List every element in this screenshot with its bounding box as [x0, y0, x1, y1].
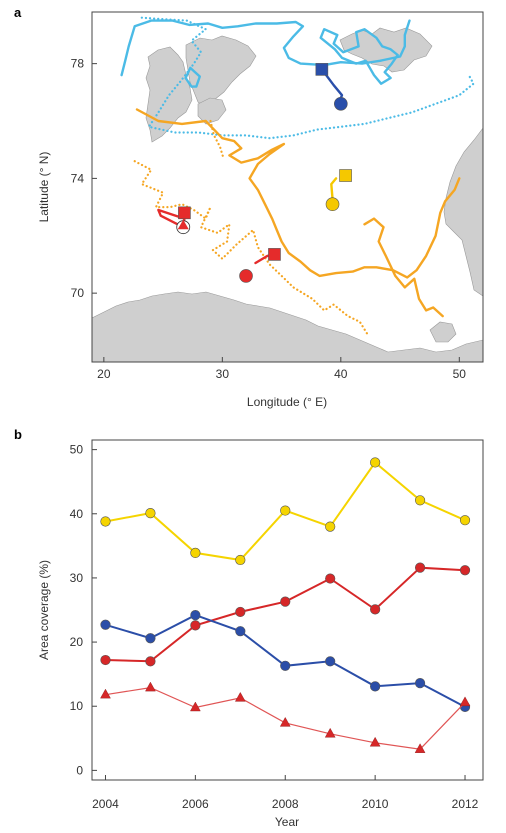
series-1-point-6: [370, 604, 381, 615]
line-axes: 2004 2006 2008 2010 2012 0 10 20 30 40 50: [70, 443, 479, 811]
series-1-point-0: [100, 654, 111, 666]
map-marker-circle-8: [239, 269, 253, 283]
series-3-point-6: [369, 736, 381, 747]
line-y-tick-label: 40: [70, 507, 84, 521]
line-y-tick-label: 10: [70, 699, 84, 713]
line-y-tick-label: 30: [70, 571, 84, 585]
map-tracks: [120, 16, 475, 335]
series-0-point-1: [145, 508, 156, 519]
series-3-point-2: [190, 701, 201, 712]
series-2-point-5: [325, 656, 336, 667]
map-markers: [176, 63, 352, 283]
map-x-tick-label: 50: [453, 367, 467, 381]
map-track-1: [319, 28, 399, 85]
series-2-point-4: [280, 660, 291, 671]
land-svalbard-east: [185, 35, 257, 109]
land-edgeoya: [197, 97, 227, 125]
series-2-point-3: [235, 626, 246, 637]
map-x-axis: 20 30 40 50: [97, 357, 466, 381]
series-1-point-4: [280, 596, 291, 607]
line-ylabel: Area coverage (%): [37, 560, 51, 660]
series-3-point-1: [145, 681, 156, 692]
series-3-point-7: [414, 743, 426, 753]
line-y-tick-label: 50: [70, 443, 84, 457]
series-0-point-8: [459, 515, 471, 526]
series-1-point-8: [459, 565, 471, 576]
map-marker-square-2: [339, 169, 352, 182]
series-3-point-0: [100, 688, 111, 699]
series-2-point-6: [370, 681, 381, 692]
series-0-point-4: [280, 505, 291, 516]
line-plot-frame: [91, 439, 484, 781]
land-novaya-zemlya: [443, 127, 483, 297]
map-track-4: [135, 108, 461, 279]
map-y-tick-label: 78: [71, 57, 85, 71]
map-marker-square-7: [268, 248, 281, 261]
series-3-point-5: [324, 727, 336, 738]
map-xlabel: Longitude (° E): [247, 395, 327, 409]
map-marker-circle-3: [325, 197, 340, 212]
map-track-2: [184, 66, 201, 88]
series-0-point-0: [100, 516, 111, 527]
map-marker-square-4: [178, 206, 191, 220]
series-0-point-2: [190, 547, 201, 559]
line-x-tick-label: 2010: [362, 797, 389, 811]
series-2-point-7: [414, 678, 426, 689]
land-mainland: [92, 291, 483, 362]
line-x-tick-label: 2004: [92, 797, 119, 811]
map-x-tick-label: 40: [334, 367, 348, 381]
map-track-6: [133, 160, 368, 335]
series-3-point-4: [279, 716, 291, 727]
series-0-point-3: [235, 554, 246, 566]
map-track-5: [363, 217, 444, 318]
series-1-point-3: [235, 606, 246, 618]
map-track-0: [120, 19, 411, 77]
map-y-axis: 70 74 78: [71, 57, 97, 300]
series-1-point-5: [325, 573, 336, 584]
map-frame: [91, 11, 484, 363]
line-x-tick-label: 2008: [272, 797, 299, 811]
series-2-point-1: [145, 633, 156, 644]
line-series: [100, 457, 471, 753]
line-y-tick-label: 20: [70, 635, 84, 649]
map-marker-triangle-6: [177, 219, 189, 230]
line-x-tick-label: 2012: [452, 797, 479, 811]
series-3-point-8: [459, 696, 471, 707]
map-x-tick-label: 20: [97, 367, 111, 381]
series-0-point-7: [414, 495, 426, 506]
series-line-1: [105, 566, 466, 663]
map-marker-square-0: [315, 63, 329, 76]
map-track-3: [140, 16, 475, 140]
panel-label-a: a: [14, 5, 22, 20]
line-xlabel: Year: [275, 815, 299, 829]
series-1-point-1: [145, 656, 156, 667]
line-y-tick-label: 0: [76, 763, 83, 777]
series-0-point-6: [370, 457, 381, 468]
series-3-point-3: [234, 691, 246, 702]
land-kolguyev: [429, 321, 457, 343]
series-0-point-5: [325, 521, 336, 532]
series-2-point-0: [100, 619, 111, 630]
series-1-point-7: [414, 562, 426, 573]
map-x-tick-label: 30: [216, 367, 230, 381]
map-ylabel: Latitude (° N): [37, 152, 51, 223]
map-track-7: [209, 119, 225, 160]
map-y-tick-label: 74: [71, 171, 85, 185]
map-y-tick-label: 70: [71, 286, 85, 300]
series-2-point-2: [190, 610, 201, 621]
series-1-point-2: [190, 620, 201, 631]
panel-label-b: b: [14, 427, 22, 442]
line-x-tick-label: 2006: [182, 797, 209, 811]
map-marker-circle-1: [334, 97, 348, 111]
